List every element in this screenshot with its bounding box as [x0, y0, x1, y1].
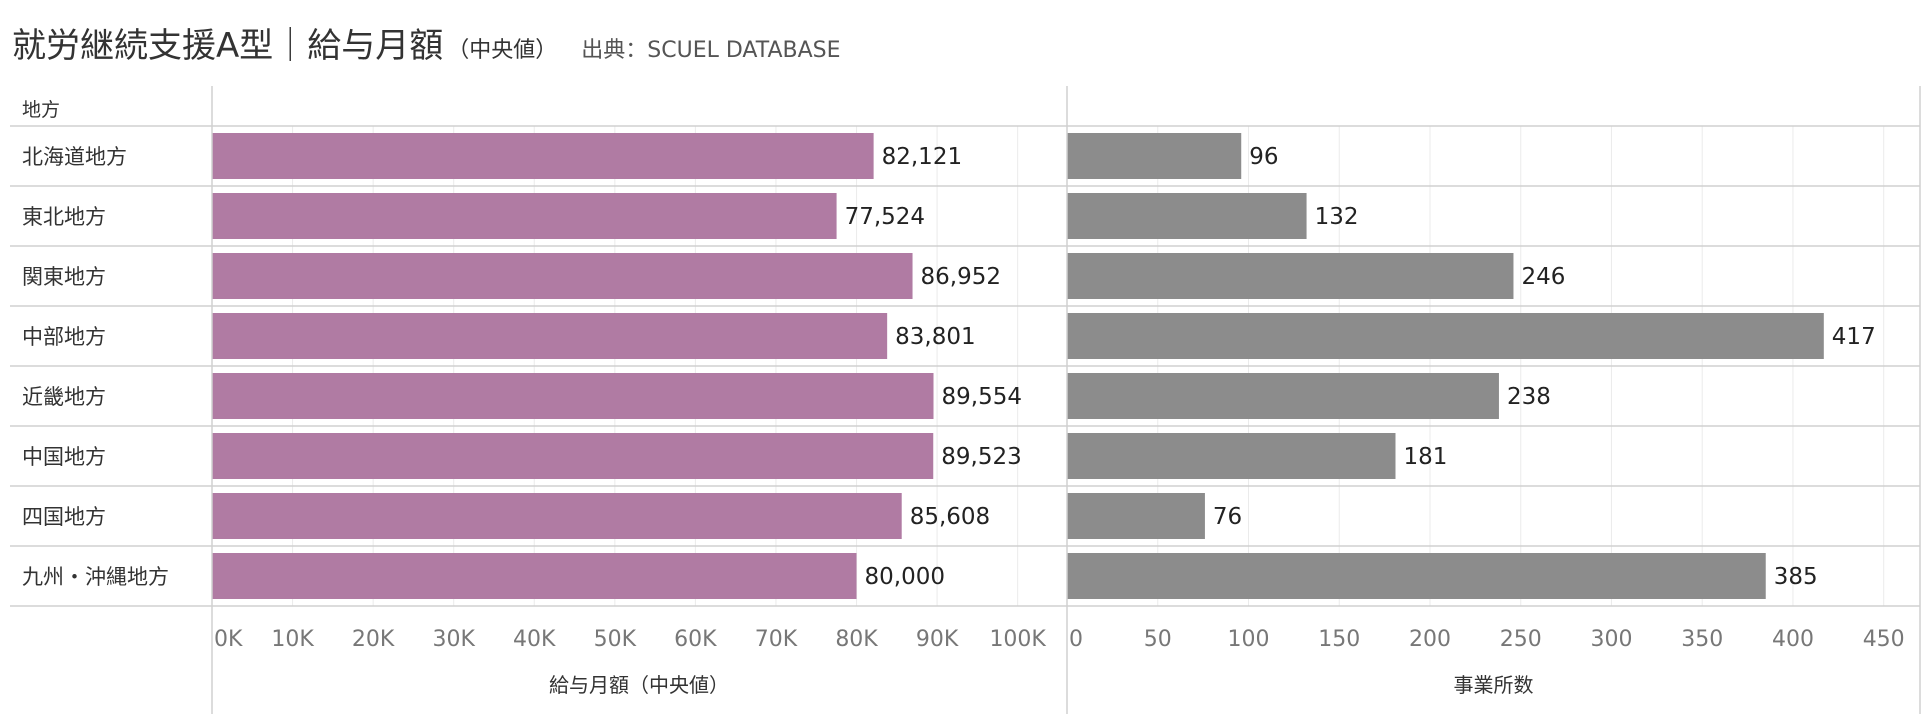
bar [1067, 553, 1766, 599]
x-tick-label: 250 [1500, 627, 1542, 652]
x-axis-title: 給与月額（中央値） [549, 673, 729, 697]
data-label: 417 [1832, 324, 1876, 350]
data-label: 246 [1521, 264, 1565, 290]
bar [212, 493, 902, 539]
chart-source: 出典：SCUEL DATABASE [581, 38, 841, 63]
bar [212, 553, 857, 599]
bar [212, 133, 874, 179]
category-label: 中国地方 [22, 445, 106, 469]
bar [1067, 133, 1242, 179]
x-tick-label: 50 [1144, 627, 1172, 652]
category-label: 北海道地方 [22, 145, 127, 169]
data-label: 132 [1315, 204, 1359, 230]
x-axis-title: 事業所数 [1454, 673, 1534, 697]
row-header-label: 地方 [22, 99, 60, 121]
data-label: 89,523 [941, 444, 1021, 470]
chart-title: 就労継続支援A型｜給与月額 [12, 26, 444, 66]
bar [212, 193, 837, 239]
bar [1067, 493, 1205, 539]
data-label: 83,801 [895, 324, 975, 350]
category-label: 東北地方 [22, 205, 106, 229]
bar [212, 433, 934, 479]
category-label: 四国地方 [22, 505, 106, 529]
bar [212, 373, 934, 419]
x-tick-label: 30K [432, 627, 475, 652]
x-tick-label: 300 [1590, 627, 1632, 652]
x-tick-label: 0K [214, 627, 243, 652]
x-tick-label: 80K [835, 627, 878, 652]
category-label: 中部地方 [22, 325, 106, 349]
x-tick-label: 200 [1409, 627, 1451, 652]
x-tick-label: 150 [1318, 627, 1360, 652]
category-label: 関東地方 [22, 265, 106, 289]
x-tick-label: 60K [674, 627, 717, 652]
x-tick-label: 20K [352, 627, 395, 652]
category-label: 近畿地方 [22, 385, 106, 409]
bar [212, 313, 888, 359]
data-label: 89,554 [942, 384, 1022, 410]
category-label: 九州・沖縄地方 [22, 565, 169, 589]
x-tick-label: 350 [1681, 627, 1723, 652]
data-label: 85,608 [910, 504, 990, 530]
data-label: 82,121 [882, 144, 962, 170]
data-label: 86,952 [921, 264, 1001, 290]
chart-title-row: 就労継続支援A型｜給与月額 （中央値） 出典：SCUEL DATABASE [12, 18, 841, 67]
x-tick-label: 70K [755, 627, 798, 652]
data-label: 181 [1403, 444, 1447, 470]
x-tick-label: 100 [1227, 627, 1269, 652]
bar [1067, 373, 1499, 419]
chart-title-suffix: （中央値） [447, 38, 558, 63]
data-label: 238 [1507, 384, 1551, 410]
x-tick-label: 0 [1069, 627, 1083, 652]
bar [1067, 433, 1396, 479]
bar [1067, 313, 1824, 359]
data-label: 385 [1774, 564, 1818, 590]
data-label: 76 [1213, 504, 1242, 530]
data-label: 80,000 [865, 564, 945, 590]
x-tick-label: 100K [989, 627, 1046, 652]
x-tick-label: 10K [271, 627, 314, 652]
data-label: 96 [1249, 144, 1278, 170]
x-tick-label: 90K [916, 627, 959, 652]
x-tick-label: 400 [1772, 627, 1814, 652]
bar [1067, 253, 1514, 299]
x-tick-label: 40K [513, 627, 556, 652]
bar [1067, 193, 1307, 239]
x-tick-label: 50K [594, 627, 637, 652]
x-tick-label: 450 [1863, 627, 1905, 652]
bar [212, 253, 913, 299]
data-label: 77,524 [845, 204, 925, 230]
